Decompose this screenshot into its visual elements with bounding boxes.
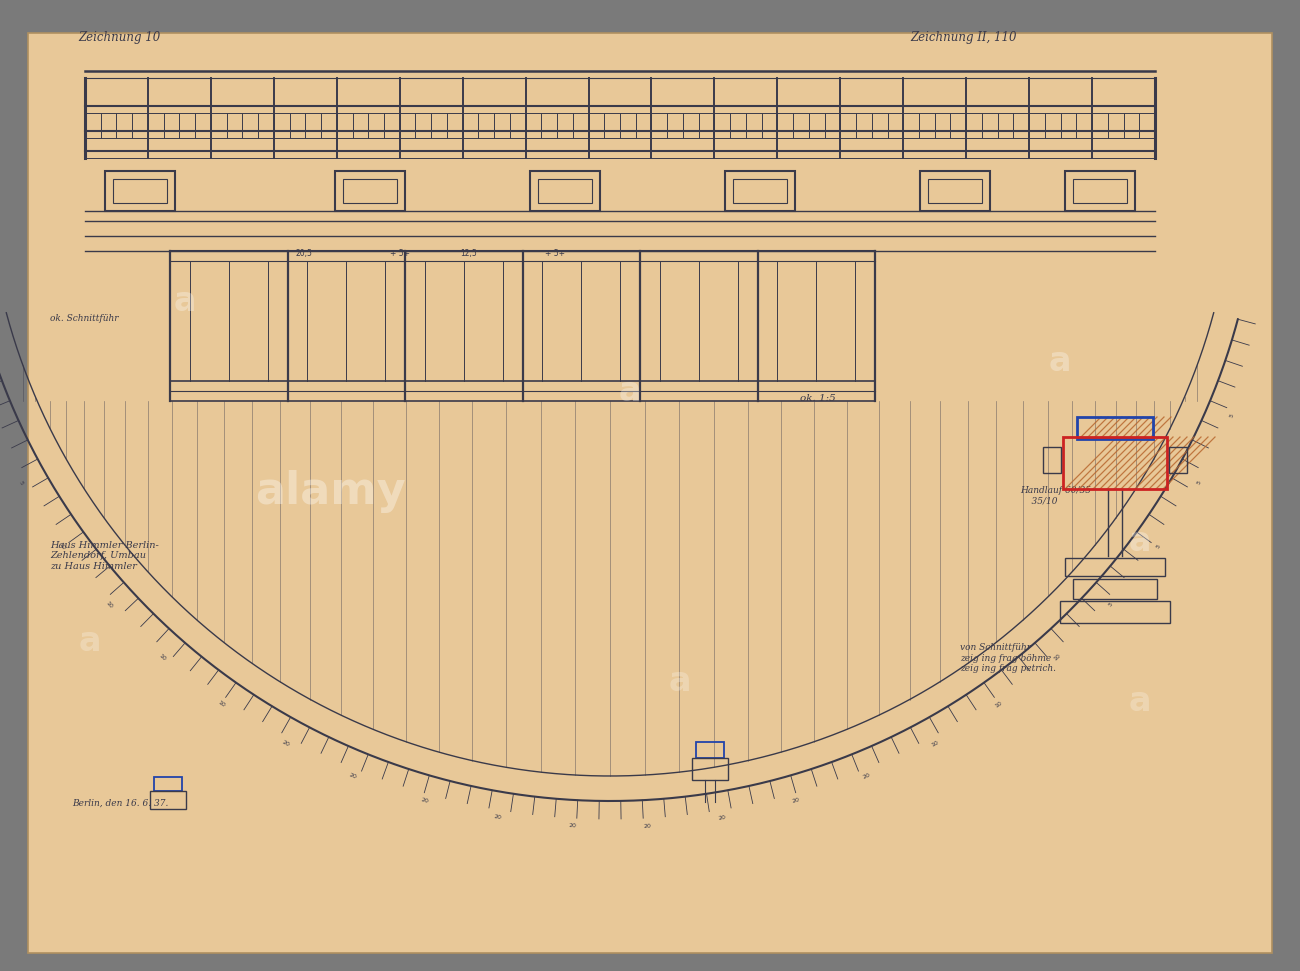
Bar: [725, 171, 796, 211]
Bar: [530, 171, 601, 211]
Text: Berlin, den 16. 6. 37.: Berlin, den 16. 6. 37.: [72, 799, 169, 808]
Bar: [1076, 417, 1153, 439]
Text: 20: 20: [718, 815, 727, 820]
Bar: [153, 777, 182, 791]
Bar: [920, 171, 991, 211]
Text: a: a: [668, 664, 692, 697]
Bar: [1169, 447, 1187, 473]
Text: 20,5: 20,5: [295, 249, 312, 258]
Text: a: a: [79, 624, 101, 657]
Bar: [1043, 447, 1061, 473]
Text: 5: 5: [1196, 480, 1202, 486]
Bar: [113, 179, 166, 203]
Text: 20: 20: [862, 773, 871, 780]
Text: + 5+: + 5+: [390, 249, 410, 258]
Text: alamy: alamy: [255, 470, 406, 513]
Text: von Schnittführ
zeig ing frag böhme
zeig ing frag petrich.: von Schnittführ zeig ing frag böhme zeig…: [959, 643, 1056, 673]
Text: 10: 10: [57, 542, 66, 551]
Text: Haus Himmler Berlin-
Zehlendorf, Umbau
zu Haus Himmler: Haus Himmler Berlin- Zehlendorf, Umbau z…: [49, 541, 159, 571]
Bar: [1072, 179, 1127, 203]
Bar: [1063, 437, 1167, 489]
Bar: [928, 179, 982, 203]
Bar: [692, 758, 728, 780]
Text: 10: 10: [217, 700, 226, 709]
Text: 10: 10: [104, 600, 113, 609]
Bar: [1072, 579, 1157, 599]
Text: 10: 10: [994, 700, 1004, 709]
Text: 20: 20: [348, 773, 358, 780]
Bar: [1065, 558, 1165, 576]
Bar: [696, 742, 724, 758]
Text: a: a: [619, 375, 641, 408]
Bar: [1060, 601, 1170, 623]
Text: 20: 20: [644, 823, 651, 828]
Text: 20: 20: [420, 797, 429, 804]
Text: 5: 5: [1156, 543, 1162, 549]
Text: ok. Schnittführ: ok. Schnittführ: [49, 314, 118, 323]
Text: 12,5: 12,5: [460, 249, 477, 258]
Bar: [343, 179, 396, 203]
Text: 10: 10: [1053, 653, 1062, 662]
Text: 10: 10: [157, 653, 166, 662]
Bar: [105, 171, 176, 211]
Text: a: a: [174, 285, 196, 318]
Text: Zeichnung 10: Zeichnung 10: [78, 31, 160, 44]
Text: 5: 5: [1230, 413, 1235, 418]
Bar: [1065, 171, 1135, 211]
Text: a: a: [1128, 685, 1152, 718]
Bar: [150, 791, 186, 809]
Text: Zeichnung II, 110: Zeichnung II, 110: [910, 31, 1017, 44]
Text: 5: 5: [1108, 601, 1114, 608]
Text: 20: 20: [792, 797, 801, 804]
Bar: [733, 179, 786, 203]
Text: + 5+: + 5+: [545, 249, 566, 258]
Text: Handlauf 60/35
    35/10: Handlauf 60/35 35/10: [1020, 486, 1091, 505]
Text: 10: 10: [931, 740, 940, 748]
Bar: [335, 171, 406, 211]
Text: ok. 1:5: ok. 1:5: [800, 394, 836, 403]
Text: 20: 20: [493, 815, 502, 820]
Text: 20: 20: [281, 740, 290, 748]
Text: 5: 5: [18, 480, 25, 486]
Text: a: a: [1128, 524, 1152, 557]
Bar: [538, 179, 592, 203]
Text: a: a: [1049, 345, 1071, 378]
Text: 20: 20: [568, 823, 576, 828]
